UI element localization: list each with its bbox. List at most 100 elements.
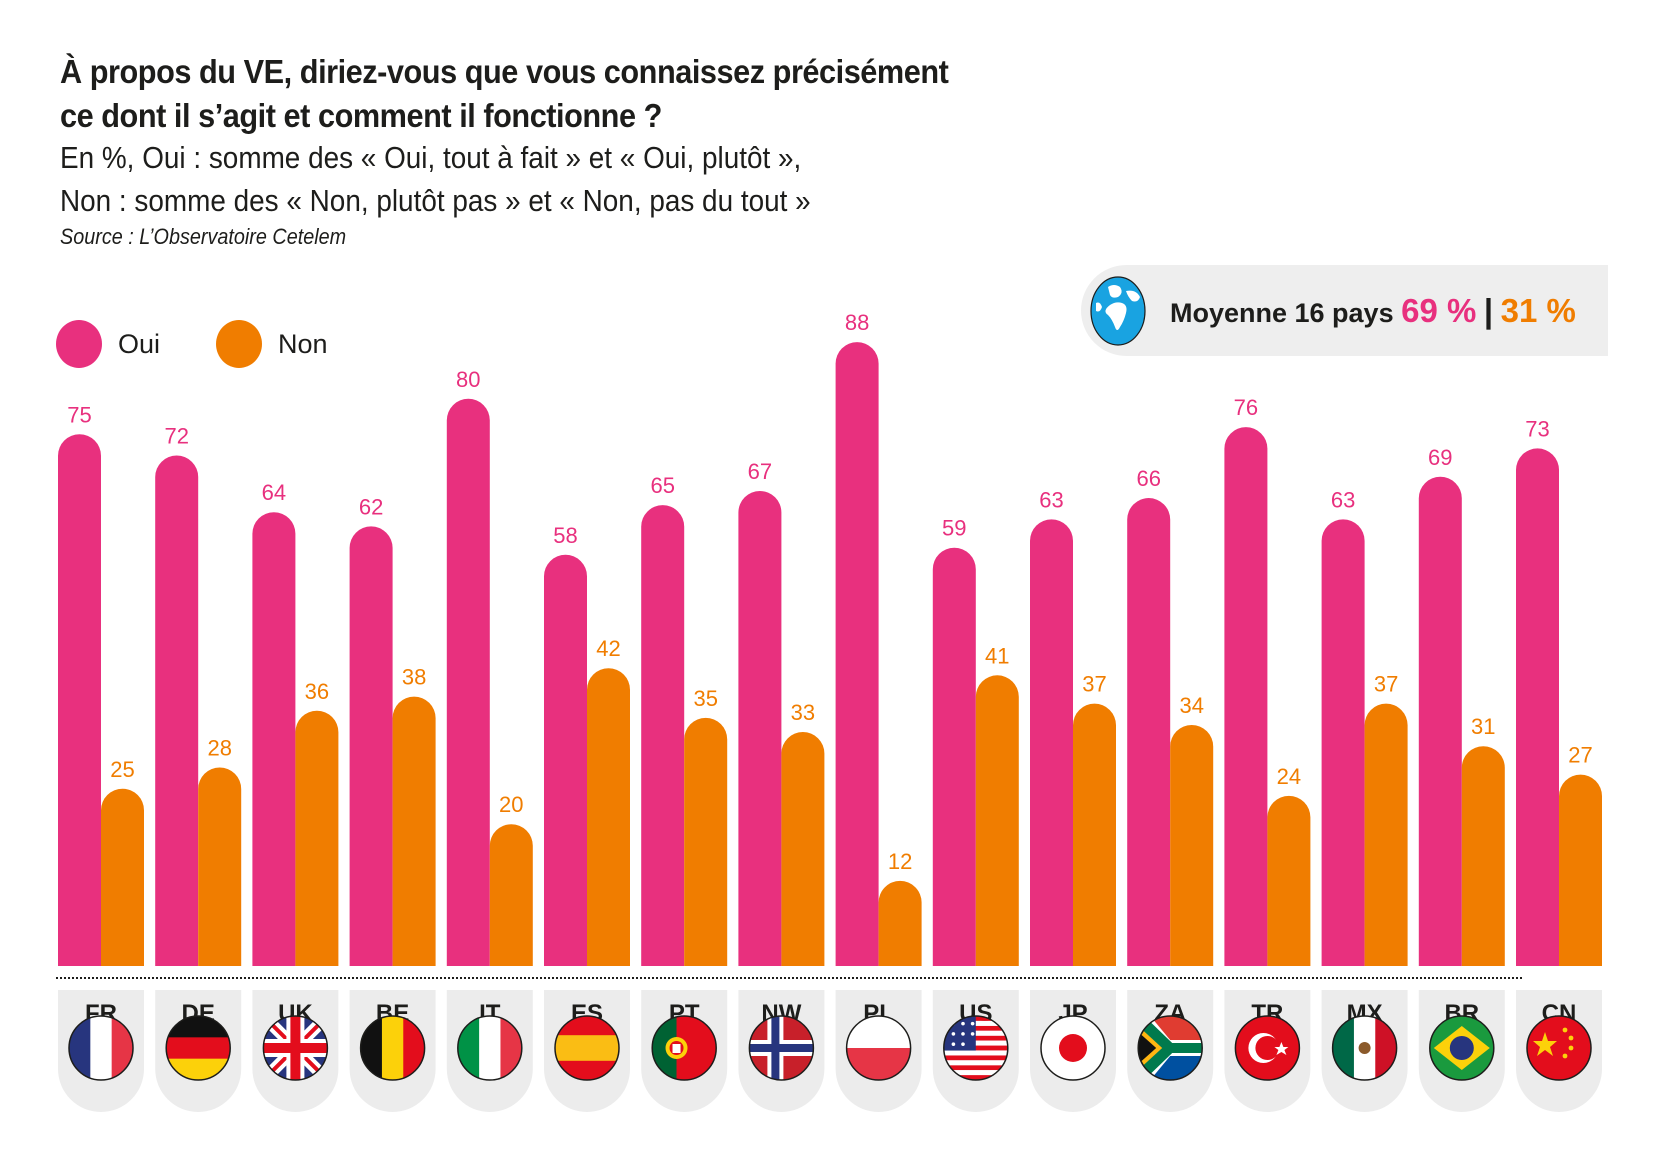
value-label-non-uk: 36 <box>305 679 329 704</box>
bar-oui-uk <box>252 512 296 966</box>
flag-belgium-icon <box>360 1016 425 1080</box>
value-label-oui-be: 62 <box>359 494 383 519</box>
legend-label-oui: Oui <box>118 328 161 359</box>
flag-border <box>262 1015 329 1081</box>
average-label: Moyenne 16 pays <box>1170 297 1394 328</box>
flag-brazil-icon <box>1429 1016 1494 1080</box>
value-label-oui-pt: 65 <box>650 473 674 498</box>
flag-border <box>943 1015 1009 1081</box>
average-text: Moyenne 16 pays 69 % | 31 % <box>1170 292 1576 330</box>
bar-non-uk <box>295 710 339 966</box>
value-label-oui-de: 72 <box>164 424 188 449</box>
value-label-non-be: 38 <box>402 665 426 690</box>
legend: Oui Non <box>56 320 384 368</box>
flag-border <box>1234 1015 1301 1081</box>
value-label-non-cn: 27 <box>1568 743 1592 768</box>
flag-border <box>1137 1015 1203 1081</box>
flag-border <box>165 1015 231 1081</box>
bar-oui-jp <box>1030 519 1073 966</box>
flag-portugal-icon <box>652 1016 717 1080</box>
value-label-oui-jp: 63 <box>1039 487 1063 512</box>
legend-swatch-non <box>216 320 263 368</box>
value-label-non-de: 28 <box>207 735 231 760</box>
average-oui-value: 69 % <box>1401 291 1477 329</box>
bar-oui-tr <box>1224 427 1268 966</box>
bar-oui-fr <box>58 434 101 966</box>
average-non-value: 31 % <box>1500 291 1576 329</box>
bar-oui-be <box>349 526 393 966</box>
subtitle-line-2: Non : somme des « Non, plutôt pas » et «… <box>60 183 811 218</box>
bar-non-be <box>392 696 436 966</box>
value-label-non-us: 41 <box>985 643 1009 668</box>
value-label-oui-es: 58 <box>553 523 577 548</box>
average-separator: | <box>1483 291 1494 329</box>
bar-non-cn <box>1559 774 1602 966</box>
flag-border <box>748 1015 815 1081</box>
flag-france-icon <box>69 1016 133 1080</box>
bar-oui-de <box>155 455 199 966</box>
bar-non-jp <box>1073 703 1116 966</box>
value-label-non-pl: 12 <box>888 849 912 874</box>
flag-border <box>457 1015 523 1081</box>
chart-subtitle: En %, Oui : somme des « Oui, tout à fait… <box>60 136 960 222</box>
bar-non-fr <box>101 788 144 966</box>
legend-label-non: Non <box>278 328 328 359</box>
flag-border <box>68 1015 134 1081</box>
globe-icon <box>1090 275 1146 346</box>
bar-non-za <box>1170 724 1214 966</box>
value-label-non-it: 20 <box>499 792 523 817</box>
flag-border <box>845 1015 912 1081</box>
bar-non-br <box>1461 746 1505 966</box>
bar-oui-br <box>1418 476 1462 966</box>
bar-oui-za <box>1127 498 1171 966</box>
flag-border <box>554 1015 620 1081</box>
flag-border <box>1526 1015 1592 1081</box>
flag-turkey-icon <box>1235 1016 1300 1080</box>
bar-non-it <box>489 824 533 966</box>
flag-spain-icon <box>555 1016 619 1080</box>
value-label-oui-pl: 88 <box>845 310 869 335</box>
bar-non-us <box>975 675 1019 966</box>
bar-oui-cn <box>1516 448 1559 966</box>
bar-non-de <box>198 767 242 966</box>
value-label-non-tr: 24 <box>1277 764 1301 789</box>
bar-non-nw <box>781 732 825 966</box>
bar-oui-es <box>544 554 587 966</box>
flag-china-icon <box>1527 1016 1591 1080</box>
legend-swatch-oui <box>56 320 102 368</box>
value-label-non-fr: 25 <box>110 757 134 782</box>
value-label-oui-fr: 75 <box>67 402 91 427</box>
flag-border <box>1331 1015 1398 1081</box>
flag-germany-icon <box>166 1016 231 1080</box>
value-label-non-jp: 37 <box>1082 672 1106 697</box>
legend-item-oui: Oui <box>56 320 160 368</box>
bar-non-es <box>587 668 630 966</box>
flag-mexico-icon <box>1332 1016 1397 1080</box>
flag-border <box>1040 1015 1106 1081</box>
value-label-oui-cn: 73 <box>1525 416 1549 441</box>
bar-non-tr <box>1267 795 1311 966</box>
bar-non-mx <box>1364 703 1408 966</box>
value-label-non-br: 31 <box>1471 714 1495 739</box>
value-label-oui-nw: 67 <box>748 459 772 484</box>
bar-oui-us <box>932 547 976 966</box>
value-label-non-pt: 35 <box>693 686 717 711</box>
average-callout: Moyenne 16 pays 69 % | 31 % <box>1081 265 1608 356</box>
value-label-oui-tr: 76 <box>1234 395 1258 420</box>
value-label-non-za: 34 <box>1179 693 1203 718</box>
